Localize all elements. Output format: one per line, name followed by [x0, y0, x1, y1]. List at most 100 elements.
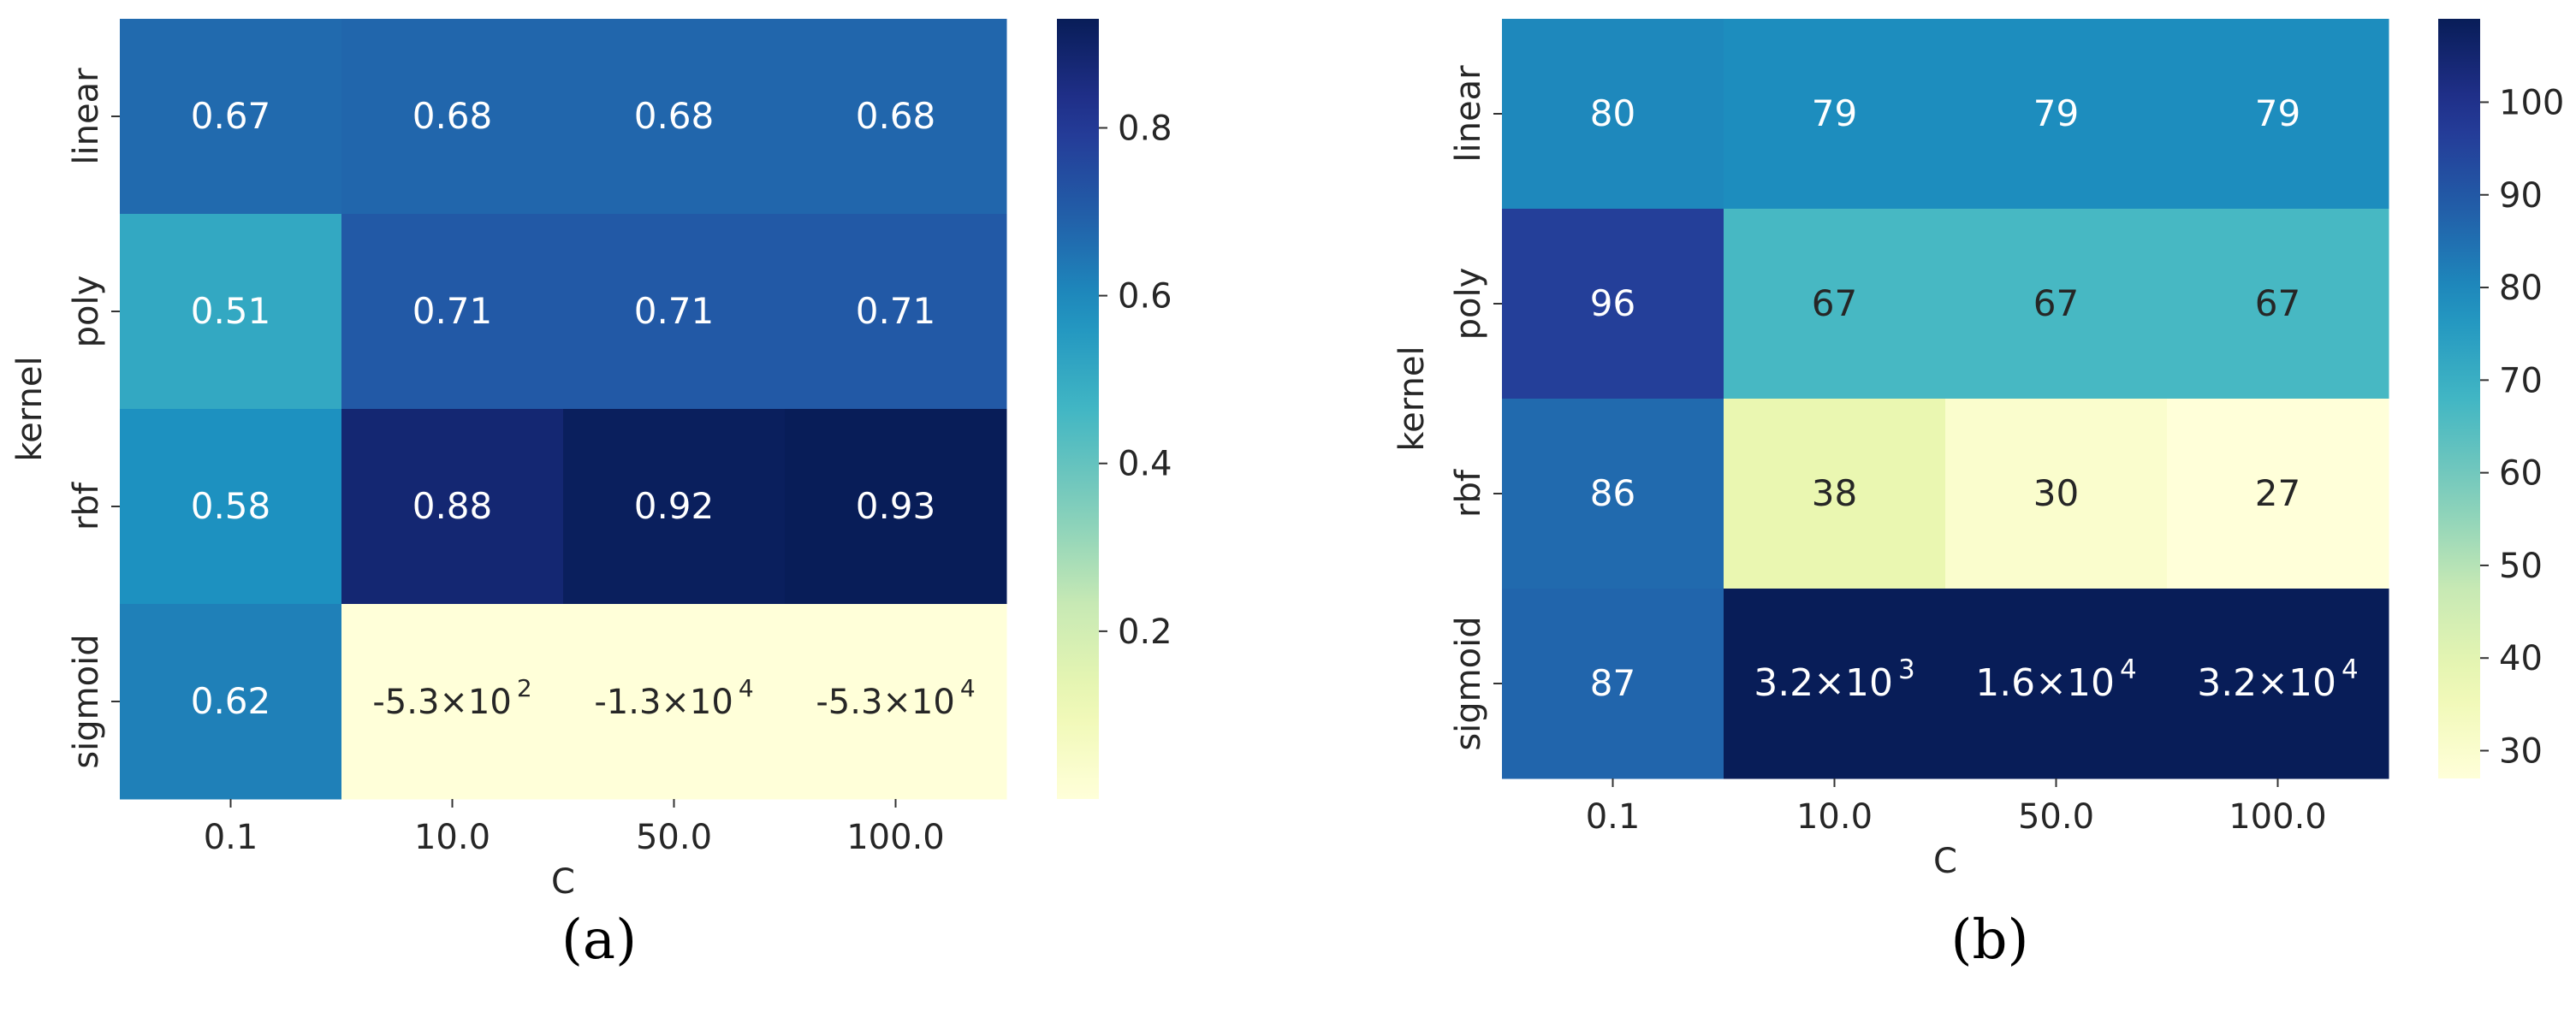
cell-value-label: 30 [2033, 472, 2079, 514]
heatmap-cell [341, 604, 564, 800]
cell-value-label: 96 [1590, 282, 1635, 324]
heatmap-cell [120, 604, 342, 800]
y-tick-label: linear [1449, 65, 1488, 163]
cell-value-label: 27 [2255, 472, 2300, 514]
colorbar-tick-label: 30 [2499, 732, 2543, 772]
x-axis-label: C [551, 862, 575, 902]
x-tick-label: 50.0 [636, 818, 712, 857]
y-tick-label: sigmoid [1449, 616, 1488, 750]
cell-value-label: -5.3×10 4 [816, 674, 975, 722]
cell-value-label: 79 [2255, 92, 2300, 134]
cell-value-label: 87 [1590, 662, 1635, 704]
colorbar-tick-label: 0.2 [1118, 613, 1172, 652]
cell-value-label: 1.6×10 4 [1975, 654, 2137, 705]
cell-value-label: 3.2×10 4 [2197, 654, 2359, 705]
cell-value-label: 0.51 [191, 290, 271, 332]
y-tick-label: poly [1449, 268, 1488, 340]
colorbar-tick-label: 0.4 [1118, 445, 1172, 484]
heatmap-cell [785, 409, 1007, 605]
heatmap-cell [1945, 209, 2168, 400]
heatmap-cell [120, 409, 342, 605]
cell-value-label: 0.71 [634, 290, 715, 332]
heatmap-panel-a: 0.67 0.68 0.68 0.68 0.51 0.71 0.71 0.71 0.58 0.88… [10, 19, 1172, 972]
heatmap-cell [341, 19, 564, 215]
cell-value-label: 0.62 [191, 680, 271, 722]
cell-value-label: 3.2×10 3 [1754, 654, 1915, 705]
cell-value-label: 0.58 [191, 485, 271, 527]
heatmap-cell [1724, 209, 1946, 400]
y-axis-label: kernel [1392, 346, 1432, 451]
heatmap-cell [341, 409, 564, 605]
heatmap-cell [2167, 209, 2389, 400]
heatmap-cell [1724, 19, 1946, 210]
colorbar-tick-label: 100 [2499, 83, 2564, 122]
heatmap-cell [1502, 209, 1724, 400]
cell-value-label: 0.68 [856, 95, 936, 137]
x-tick-label: 100.0 [846, 818, 945, 857]
cell-value-label: 79 [1812, 92, 1857, 134]
x-tick-label: 50.0 [2018, 797, 2094, 837]
x-axis-label: C [1933, 842, 1957, 881]
heatmap-cell [1945, 19, 2168, 210]
heatmap-cell [563, 214, 786, 410]
x-tick-label: 10.0 [414, 818, 490, 857]
colorbar [2438, 19, 2480, 778]
heatmap-cell [2167, 589, 2389, 779]
heatmap-panel-b: 80 79 79 79 96 67 67 67 86 38 30 27 87 3.2×10 3 1.6×10 4… [1392, 19, 2564, 972]
cell-value-label: 80 [1590, 92, 1635, 134]
heatmap-cell [785, 19, 1007, 215]
colorbar-tick-label: 90 [2499, 176, 2543, 216]
y-tick-label: rbf [67, 482, 106, 530]
colorbar-tick-label: 40 [2499, 639, 2543, 678]
colorbar-tick-label: 70 [2499, 361, 2543, 400]
colorbar [1057, 19, 1099, 799]
heatmap-cell [1945, 589, 2168, 779]
y-tick-label: rbf [1449, 469, 1488, 518]
heatmap-cell [1502, 19, 1724, 210]
heatmap-cell [2167, 399, 2389, 589]
cell-value-label: 0.92 [634, 485, 715, 527]
heatmap-cell [2167, 19, 2389, 210]
heatmap-cell [1502, 399, 1724, 589]
heatmap-cell [563, 604, 786, 800]
x-tick-label: 0.1 [204, 818, 258, 857]
heatmap-cell [563, 409, 786, 605]
cell-value-label: 38 [1812, 472, 1857, 514]
cell-value-label: -5.3×10 2 [372, 674, 531, 722]
colorbar-tick-label: 80 [2499, 269, 2543, 308]
cell-value-label: 86 [1590, 472, 1635, 514]
y-tick-label: linear [67, 68, 106, 165]
cell-value-label: 67 [2033, 282, 2079, 324]
y-axis-label: kernel [10, 356, 50, 461]
x-tick-label: 10.0 [1796, 797, 1873, 837]
x-tick-label: 0.1 [1586, 797, 1641, 837]
cell-value-label: -1.3×10 4 [594, 674, 753, 722]
cell-value-label: 0.88 [413, 485, 493, 527]
panel-label: (a) [561, 909, 637, 972]
cell-value-label: 0.68 [413, 95, 493, 137]
heatmap-cell [785, 604, 1007, 800]
heatmap-cell [1502, 589, 1724, 779]
heatmap-cell [785, 214, 1007, 410]
heatmap-cell [1724, 589, 1946, 779]
cell-value-label: 0.93 [856, 485, 936, 527]
heatmap-cell [563, 19, 786, 215]
y-tick-label: sigmoid [67, 634, 106, 768]
y-tick-label: poly [67, 275, 106, 348]
cell-value-label: 67 [2255, 282, 2300, 324]
colorbar-tick-label: 60 [2499, 454, 2543, 494]
heatmap-cell [1945, 399, 2168, 589]
colorbar-tick-label: 0.8 [1118, 109, 1172, 148]
cell-value-label: 0.68 [634, 95, 715, 137]
colorbar-tick-label: 50 [2499, 547, 2543, 586]
heatmap-cell [120, 19, 342, 215]
heatmap-cell [1724, 399, 1946, 589]
cell-value-label: 0.71 [856, 290, 936, 332]
colorbar-tick-label: 0.6 [1118, 277, 1172, 317]
cell-value-label: 67 [1812, 282, 1857, 324]
cell-value-label: 0.67 [191, 95, 271, 137]
heatmap-cell [341, 214, 564, 410]
heatmap-cell [120, 214, 342, 410]
cell-value-label: 0.71 [413, 290, 493, 332]
cell-value-label: 79 [2033, 92, 2079, 134]
